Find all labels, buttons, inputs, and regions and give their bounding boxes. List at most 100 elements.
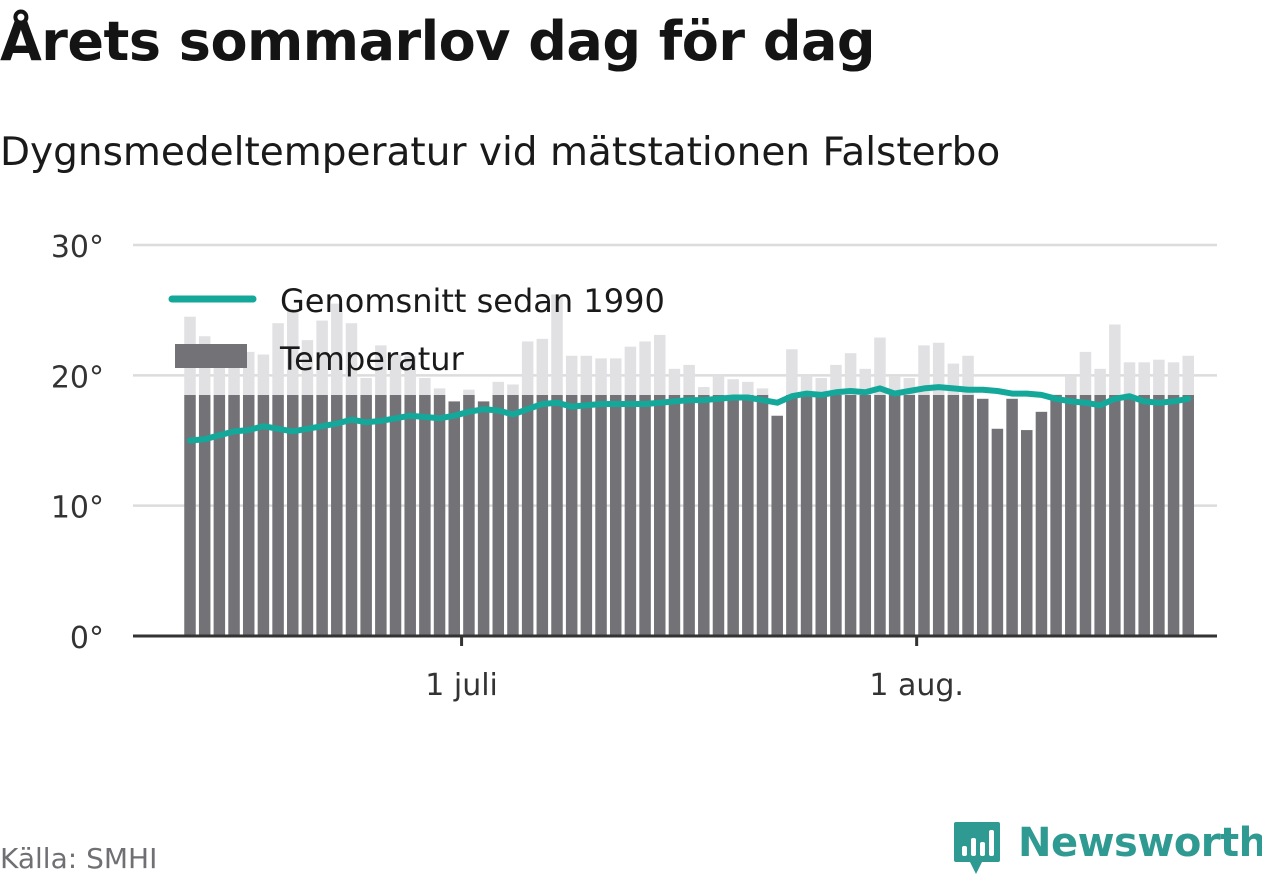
temperature-bar-13 (375, 394, 387, 636)
temperature-bar-top-63 (1109, 324, 1121, 395)
temperature-bar-28 (595, 394, 607, 636)
y-tick-label-1: 10° (51, 491, 104, 526)
temperature-bar-41 (786, 394, 798, 636)
temperature-bar-top-62 (1094, 368, 1106, 395)
legend-label-temperature: Temperatur (279, 340, 465, 378)
temperature-bar-top-37 (727, 379, 739, 395)
temperature-bar-54 (976, 398, 989, 636)
temperature-bar-66 (1153, 394, 1165, 636)
temperature-bar-10 (331, 394, 343, 636)
temperature-bar-26 (565, 394, 578, 636)
source-note: Källa: SMHI (0, 842, 158, 875)
temperature-bar-25 (551, 394, 563, 636)
temperature-bar-top-51 (932, 342, 945, 395)
temperature-bar-top-8 (301, 340, 314, 395)
temperature-bar-top-10 (331, 303, 343, 395)
temperature-bar-0 (184, 394, 196, 636)
temperature-bar-19 (463, 394, 475, 636)
x-tick-label-1: 1 aug. (869, 668, 964, 703)
temperature-bar-62 (1094, 394, 1106, 636)
temperature-bar-top-4 (242, 351, 255, 395)
temperature-bar-top-65 (1138, 362, 1150, 395)
temperature-bar-14 (389, 394, 402, 636)
temperature-bar-31 (639, 394, 651, 636)
temperature-bar-top-32 (654, 334, 666, 395)
temperature-bar-top-66 (1153, 359, 1165, 395)
temperature-bar-top-29 (609, 358, 622, 395)
page-subtitle: Dygnsmedeltemperatur vid mätstationen Fa… (0, 130, 1001, 175)
temperature-bar-top-13 (375, 345, 387, 395)
temperature-bar-top-21 (492, 381, 505, 395)
temperature-bar-15 (404, 394, 416, 636)
temperature-bar-top-22 (507, 384, 519, 395)
temperature-bar-3 (228, 394, 240, 636)
temperature-bar-59 (1050, 394, 1062, 636)
temperature-bar-20 (477, 401, 490, 636)
temperature-bar-30 (624, 394, 637, 636)
temperature-bar-40 (771, 415, 783, 636)
temperature-bar-top-26 (565, 355, 578, 395)
legend-bar-swatch (175, 344, 247, 368)
temperature-bar-top-46 (859, 368, 872, 395)
temperature-bar-top-7 (287, 310, 299, 395)
temperature-bar-top-2 (213, 349, 226, 395)
temperature-bar-top-42 (800, 375, 813, 395)
temperature-bar-top-35 (698, 387, 710, 395)
temperature-bar-35 (698, 394, 710, 636)
temperature-bar-top-28 (595, 358, 607, 395)
temperature-bar-6 (272, 394, 284, 636)
temperature-bar-top-5 (257, 354, 270, 395)
temperature-bar-39 (756, 394, 769, 636)
temperature-bar-11 (345, 394, 358, 636)
temperature-bar-2 (213, 394, 226, 636)
temperature-bar-top-23 (521, 341, 534, 395)
temperature-bar-34 (683, 394, 695, 636)
temperature-bar-4 (242, 394, 255, 636)
temperature-bar-57 (1021, 430, 1033, 636)
temperature-bar-top-48 (888, 376, 901, 395)
x-tick-label-0: 1 juli (425, 668, 498, 703)
newsworthy-logo-icon (954, 822, 1000, 874)
temperature-bar-top-44 (830, 364, 842, 395)
temperature-bar-top-15 (404, 355, 416, 395)
temperature-bar-top-6 (272, 323, 284, 395)
temperature-bar-top-41 (786, 349, 798, 395)
temperature-bar-top-53 (962, 355, 974, 395)
temperature-bar-top-52 (947, 363, 960, 395)
y-tick-label-0: 0° (70, 621, 104, 656)
temperature-bar-33 (668, 394, 681, 636)
temperature-bar-top-45 (844, 353, 857, 395)
temperature-bar-top-12 (360, 377, 372, 395)
temperature-bar-top-11 (345, 323, 358, 395)
temperature-bar-8 (301, 394, 314, 636)
temperature-bar-top-68 (1182, 355, 1194, 395)
temperature-bar-top-43 (815, 377, 827, 395)
temperature-bar-63 (1109, 394, 1121, 636)
temperature-bar-top-64 (1123, 362, 1136, 395)
temperature-bar-61 (1079, 394, 1092, 636)
temperature-bar-top-38 (742, 381, 754, 395)
temperature-bar-38 (742, 394, 754, 636)
temperature-bar-top-50 (918, 345, 930, 395)
temperature-bar-top-47 (874, 337, 886, 395)
temperature-bar-12 (360, 394, 372, 636)
temperature-bar-50 (918, 394, 930, 636)
temperature-bar-17 (433, 394, 446, 636)
temperature-bar-18 (448, 401, 460, 636)
temperature-bar-top-36 (712, 375, 725, 395)
temperature-bar-55 (991, 428, 1004, 636)
temperature-bar-29 (609, 394, 622, 636)
temperature-bar-22 (507, 394, 519, 636)
y-tick-label-3: 30° (51, 230, 104, 265)
temperature-bar-51 (932, 394, 945, 636)
temperature-bar-52 (947, 394, 960, 636)
y-tick-label-2: 20° (51, 360, 104, 395)
temperature-bar-43 (815, 394, 827, 636)
temperature-bar-27 (580, 394, 593, 636)
temperature-bar-49 (903, 394, 916, 636)
temperature-bar-67 (1167, 394, 1180, 636)
temperature-bar-top-33 (668, 368, 681, 395)
temperature-bar-1 (198, 394, 211, 636)
legend-label-average: Genomsnitt sedan 1990 (280, 282, 665, 320)
temperature-bar-top-67 (1167, 362, 1180, 395)
